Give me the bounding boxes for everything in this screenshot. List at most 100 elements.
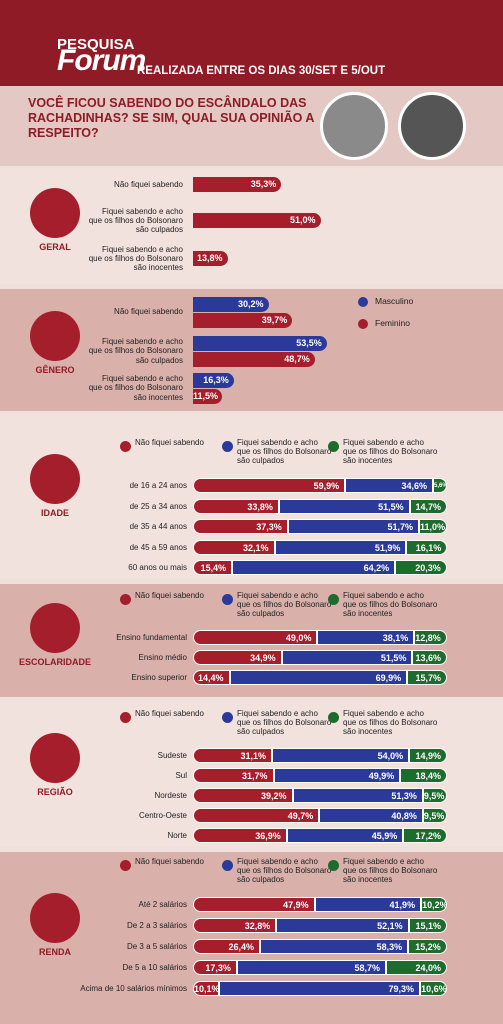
value-label: 17,2% [415, 831, 441, 841]
legend-label: Não fiquei sabendo [135, 438, 204, 447]
bar-segment: 15,4% [193, 560, 233, 575]
section-icon [30, 311, 80, 362]
value-label: 32,8% [244, 921, 271, 931]
category-label: de 45 a 59 anos [129, 542, 187, 552]
category-label: Fiquei sabendo e acho que os filhos do B… [88, 374, 183, 402]
legend-marker [120, 712, 131, 723]
bar-segment: 40,8% [319, 808, 423, 823]
bar-segment: 69,9% [229, 670, 408, 685]
category-label: Fiquei sabendo e acho que os filhos do B… [88, 337, 183, 365]
value-label: 48,7% [284, 354, 310, 364]
bar-segment: 36,9% [193, 828, 287, 843]
legend-label: Fiquei sabendo e acho que os filhos do B… [343, 438, 438, 466]
legend-marker [222, 860, 233, 871]
value-label: 30,2% [237, 299, 264, 309]
bar-segment: 26,4% [193, 939, 261, 954]
value-label: 31,7% [241, 771, 268, 781]
bar-segment: 10,1% [193, 981, 219, 996]
bar-segment: 51,5% [278, 499, 410, 514]
value-label: 14,9% [415, 751, 441, 761]
value-label: 10,2% [422, 900, 446, 910]
category-label: Fiquei sabendo e acho que os filhos do B… [88, 244, 183, 273]
bar: 11,5% [193, 389, 222, 404]
value-label: 10,6% [421, 984, 446, 994]
value-label: 52,1% [377, 921, 403, 931]
section-icon [30, 453, 80, 504]
category-label: Não fiquei sabendo [114, 307, 183, 317]
value-label: 58,3% [376, 942, 403, 952]
bar-segment: 5,6% [433, 478, 448, 493]
bar: 53,5% [193, 336, 327, 351]
header-band [0, 0, 503, 86]
value-label: 15,4% [200, 563, 227, 573]
value-label: 15,1% [415, 921, 441, 931]
category-label: Fiquei sabendo e acho que os filhos do B… [88, 206, 183, 235]
legend-label: Não fiquei sabendo [135, 857, 204, 866]
value-label: 11,5% [193, 391, 219, 401]
legend-marker [328, 441, 339, 452]
legend-marker [328, 860, 339, 871]
value-label: 51,9% [374, 543, 401, 553]
category-label: Ensino fundamental [116, 632, 187, 642]
bar-segment: 10,2% [421, 897, 447, 912]
bar-segment: 18,4% [400, 768, 447, 783]
bar: 16,3% [193, 373, 234, 388]
value-label: 9,5% [423, 791, 445, 801]
legend-label: Não fiquei sabendo [135, 591, 204, 600]
category-label: De 5 a 10 salários [122, 962, 187, 972]
bar-segment: 31,1% [193, 748, 272, 763]
legend-label: Masculino [375, 296, 414, 306]
value-label: 38,1% [382, 633, 409, 643]
legend-label: Fiquei sabendo e acho que os filhos do B… [237, 438, 332, 466]
value-label: 49,0% [285, 633, 312, 643]
bar-segment: 34,9% [193, 650, 282, 665]
bar-segment: 31,7% [193, 768, 274, 783]
legend-label: Fiquei sabendo e acho que os filhos do B… [343, 709, 438, 737]
value-label: 20,3% [415, 563, 441, 573]
bar-segment: 17,2% [403, 828, 447, 843]
value-label: 5,6% [434, 483, 446, 489]
category-label: de 35 a 44 anos [129, 521, 187, 531]
bar-segment: 49,0% [193, 630, 318, 645]
category-label: Sudeste [157, 750, 187, 760]
value-label: 36,9% [255, 831, 281, 841]
bar-segment: 39,2% [193, 788, 293, 803]
legend-label: Fiquei sabendo e acho que os filhos do B… [237, 857, 332, 885]
section-icon [30, 893, 80, 944]
legend-label: Fiquei sabendo e acho que os filhos do B… [343, 591, 438, 619]
value-label: 51,5% [378, 502, 404, 512]
bar-segment: 16,1% [406, 540, 448, 555]
bar-segment: 33,8% [193, 499, 279, 514]
value-label: 13,8% [196, 253, 223, 263]
bar-segment: 14,7% [409, 499, 447, 514]
value-label: 13,6% [415, 653, 441, 663]
bar-segment: 38,1% [317, 630, 415, 645]
legend-marker [120, 594, 131, 605]
bar-segment: 51,3% [292, 788, 423, 803]
section-title: IDADE [40, 507, 69, 518]
bar-segment: 14,4% [193, 670, 230, 685]
bar-segment: 45,9% [286, 828, 404, 843]
legend-marker [358, 319, 368, 329]
value-label: 51,3% [391, 791, 417, 801]
bar-segment: 49,9% [273, 768, 401, 783]
value-label: 14,4% [198, 673, 224, 683]
value-label: 12,8% [415, 633, 441, 643]
category-label: Centro-Oeste [138, 810, 187, 820]
value-label: 18,4% [415, 771, 441, 781]
bar-segment: 10,6% [420, 981, 447, 996]
value-label: 49,9% [368, 771, 395, 781]
bar-segment: 37,3% [193, 519, 288, 534]
bar-segment: 32,1% [193, 540, 275, 555]
value-label: 14,7% [415, 502, 441, 512]
category-label: De 2 a 3 salários [126, 920, 187, 930]
bar-segment: 20,3% [395, 560, 447, 575]
legend-marker [222, 712, 233, 723]
value-label: 16,1% [415, 543, 442, 553]
section-icon [30, 188, 80, 239]
category-label: Ensino superior [131, 672, 187, 682]
photo [320, 92, 388, 160]
bar-segment: 58,3% [260, 939, 409, 954]
value-label: 79,3% [388, 984, 415, 994]
bar-segment: 24,0% [386, 960, 447, 975]
